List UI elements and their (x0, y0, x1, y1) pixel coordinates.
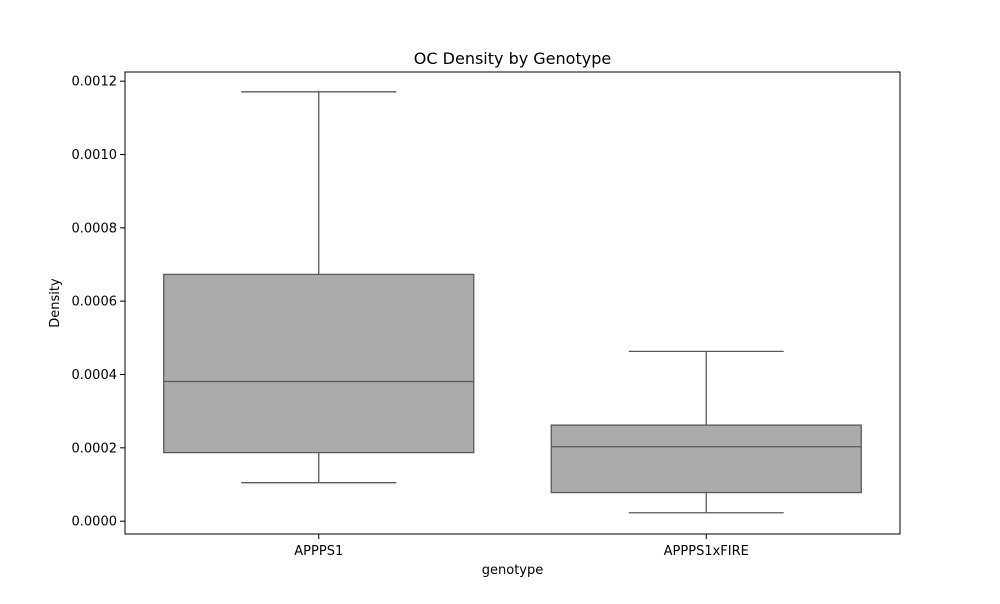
x-tick-label: APPPS1 (294, 544, 343, 559)
iqr-box (550, 424, 862, 494)
x-axis-label: genotype (482, 563, 543, 578)
boxes-layer (163, 91, 862, 514)
chart-title: OC Density by Genotype (414, 49, 611, 68)
plot-frame (124, 71, 901, 535)
y-tick-label: 0.0010 (72, 148, 118, 163)
y-tick-label: 0.0008 (72, 221, 118, 236)
y-tick-label: 0.0000 (72, 515, 118, 530)
x-tick-label: APPPS1xFIRE (664, 544, 749, 559)
y-tick-label: 0.0002 (72, 441, 118, 456)
box-appps1xfire (550, 350, 862, 514)
y-tick-label: 0.0012 (72, 75, 118, 90)
y-axis: 0.0000 0.0002 0.0004 0.0006 0.0008 0.0010 0.00… (72, 75, 125, 530)
box-appps1 (163, 91, 475, 484)
y-tick-label: 0.0004 (72, 368, 118, 383)
y-tick-label: 0.0006 (72, 295, 118, 310)
x-axis: APPPS1 APPPS1xFIRE (294, 534, 749, 559)
iqr-box (163, 273, 475, 454)
y-axis-label: Density (48, 278, 63, 328)
